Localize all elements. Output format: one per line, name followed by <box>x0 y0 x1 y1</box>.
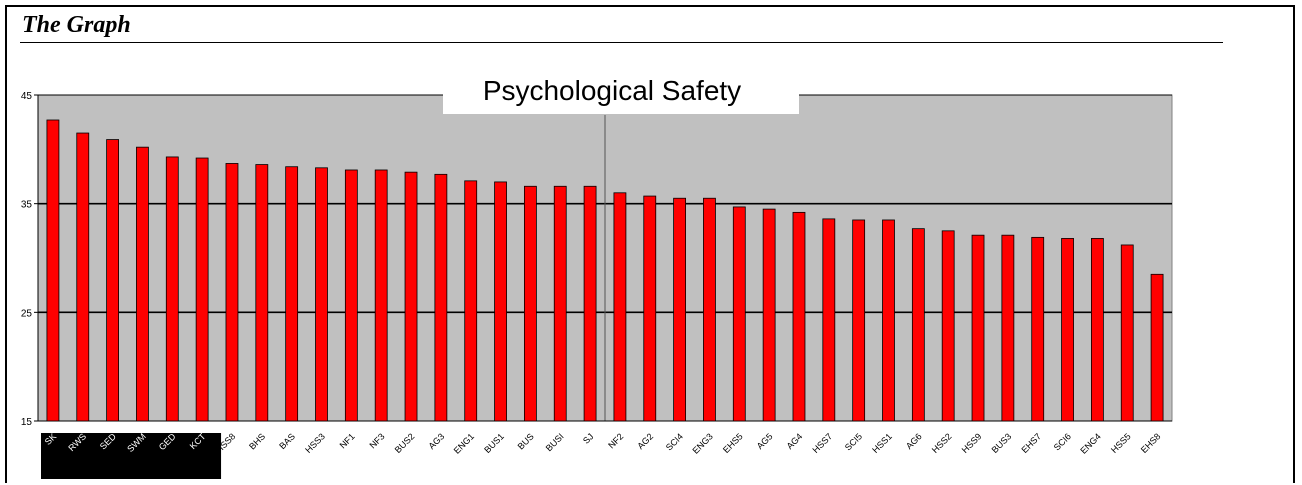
bar-HSS1 <box>882 219 895 422</box>
bar-AG3 <box>434 173 448 422</box>
bar-AG4 <box>792 211 806 422</box>
bar-SWM <box>136 146 149 422</box>
x-tick-label-AG6: AG6 <box>904 431 924 451</box>
bars <box>46 119 1164 422</box>
x-tick-label-EHS7: EHS7 <box>1019 431 1043 455</box>
bar-AG5 <box>762 208 776 422</box>
x-tick-label-HSS2: HSS2 <box>930 431 954 455</box>
bar-ENG4 <box>1090 238 1104 422</box>
bar-EHS5 <box>732 206 746 422</box>
bar-BUS <box>523 185 537 422</box>
x-tick-label-HSS3: HSS3 <box>303 431 327 455</box>
x-tick-label-BUSI: BUSI <box>544 431 566 453</box>
bar-BUS2 <box>404 171 418 422</box>
y-tick-label-35: 35 <box>21 200 33 211</box>
bar-SJ <box>583 185 597 422</box>
x-tick-label-BUS1: BUS1 <box>482 431 506 455</box>
bar-BUSI <box>553 185 567 422</box>
bar-EHS8 <box>1150 273 1164 422</box>
x-tick-label-BUS2: BUS2 <box>393 431 417 455</box>
bar-SK <box>46 119 60 422</box>
bar-SCI6 <box>1061 238 1074 422</box>
bar-RWS <box>76 132 90 422</box>
heading-rule <box>20 42 1223 43</box>
y-tick-label-25: 25 <box>21 308 33 319</box>
bar-BUS3 <box>1001 234 1015 422</box>
x-tick-label-SCI4: SCI4 <box>664 431 685 452</box>
x-tick-label-SCI6: SCI6 <box>1052 431 1073 452</box>
x-tick-label-BAS: BAS <box>277 431 297 451</box>
x-tick-label-ENG1: ENG1 <box>452 431 476 455</box>
bar-NF2 <box>613 192 627 422</box>
x-tick-label-AG2: AG2 <box>635 431 655 451</box>
bar-HSS2 <box>941 230 955 422</box>
bar-AG6 <box>911 228 925 422</box>
bar-ENG3 <box>703 197 716 422</box>
x-axis-labels: SK RWS SED SWM GED KCT HSS8 BHS BAS HSS3 NF1 NF3 BUS… <box>41 431 1162 479</box>
x-tick-label-ENG3: ENG3 <box>690 431 714 455</box>
bar-HSS7 <box>822 218 836 422</box>
x-tick-label-HSS7: HSS7 <box>811 431 835 455</box>
x-tick-label-NF1: NF1 <box>338 431 357 450</box>
bar-ENG1 <box>464 180 478 422</box>
x-tick-label-NF3: NF3 <box>367 431 386 450</box>
bar-BUS1 <box>494 181 507 422</box>
x-tick-label-HSS9: HSS9 <box>960 431 984 455</box>
x-tick-label-AG4: AG4 <box>785 431 805 451</box>
highlighted-labels-background <box>41 433 222 479</box>
bar-NF1 <box>344 169 358 422</box>
chart-title-box <box>443 68 799 114</box>
bar-AG2 <box>643 195 657 422</box>
bar-BHS <box>255 164 269 422</box>
bar-HSS5 <box>1120 244 1134 422</box>
x-tick-label-HSS5: HSS5 <box>1109 431 1133 455</box>
chart-title: Psychological Safety <box>483 75 741 106</box>
y-tick-label-45: 45 <box>21 91 33 102</box>
x-tick-label-BHS: BHS <box>247 431 267 451</box>
bar-KCT <box>195 157 209 422</box>
y-tick-label-15: 15 <box>21 417 33 428</box>
bar-SED <box>106 139 120 422</box>
x-tick-label-SJ: SJ <box>581 431 596 446</box>
bar-BAS <box>285 166 299 422</box>
bar-SCI5 <box>852 219 866 422</box>
x-tick-label-AG5: AG5 <box>755 431 775 451</box>
document-frame <box>5 5 1295 483</box>
x-tick-label-HSS1: HSS1 <box>870 431 894 455</box>
x-tick-label-SCI5: SCI5 <box>843 431 864 452</box>
x-tick-label-BUS3: BUS3 <box>990 431 1014 455</box>
bar-SCI4 <box>673 197 687 422</box>
x-tick-label-BUS: BUS <box>516 431 536 451</box>
x-tick-label-EHS8: EHS8 <box>1139 431 1163 455</box>
bar-EHS7 <box>1031 236 1045 422</box>
bar-NF3 <box>374 169 388 422</box>
bar-GED <box>165 156 179 422</box>
x-tick-label-ENG4: ENG4 <box>1078 431 1102 455</box>
bar-HSS8 <box>225 163 239 422</box>
x-tick-label-AG3: AG3 <box>426 431 446 451</box>
section-heading: The Graph <box>22 12 131 38</box>
x-tick-label-NF2: NF2 <box>606 431 625 450</box>
bar-HSS3 <box>315 167 328 422</box>
bar-HSS9 <box>971 234 985 422</box>
x-tick-label-EHS5: EHS5 <box>721 431 745 455</box>
